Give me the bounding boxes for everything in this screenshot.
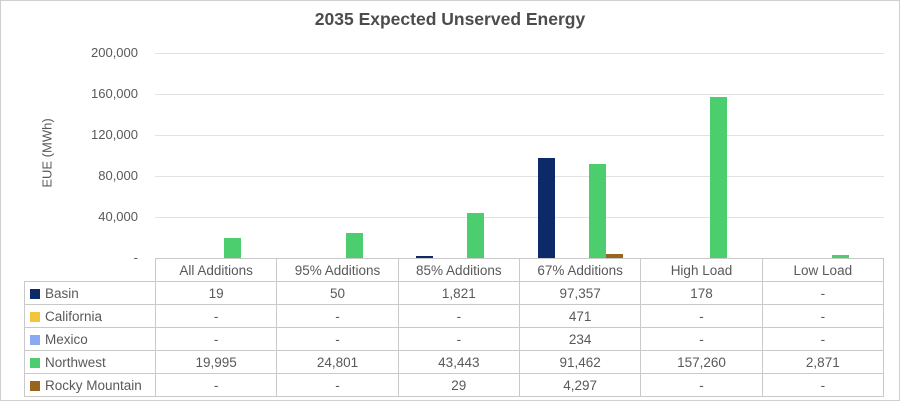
table-row: Northwest 19,995 24,801 43,443 91,462 157,260…: [24, 350, 885, 374]
y-tick-label: 40,000: [98, 209, 138, 224]
series-name: Mexico: [45, 331, 88, 347]
value-cell: -: [640, 304, 763, 328]
value-cell: 157,260: [640, 350, 763, 374]
y-tick-label: 160,000: [91, 86, 138, 101]
gridline: [155, 53, 884, 54]
value-cell: -: [276, 304, 399, 328]
legend-key-icon: [30, 380, 40, 391]
column-header: All Additions: [154, 258, 278, 282]
table-corner-cell: [25, 259, 156, 282]
bar-group-6: [781, 53, 866, 258]
value-cell: -: [276, 373, 399, 397]
value-cell: -: [761, 327, 885, 351]
value-cell: 1,821: [397, 281, 520, 305]
y-tick-label: 80,000: [98, 168, 138, 183]
value-cell: -: [640, 327, 763, 351]
series-label-cell: California: [24, 304, 156, 328]
gridline: [155, 94, 884, 95]
gridline: [155, 176, 884, 177]
data-table: All Additions 95% Additions 85% Additions 6…: [24, 258, 885, 397]
value-cell: 97,357: [518, 281, 642, 305]
bar-northwest: [588, 164, 606, 258]
y-tick-label: -: [133, 250, 138, 265]
series-name: Rocky Mountain: [45, 377, 142, 393]
bar-northwest: [224, 237, 242, 258]
bar-basin: [416, 256, 434, 258]
legend-key-icon: [30, 357, 40, 368]
value-cell: 2,871: [761, 350, 885, 374]
table-row: Mexico - - -234- -: [24, 327, 885, 351]
value-cell: -: [761, 373, 885, 397]
value-cell: 24,801: [276, 350, 399, 374]
bar-group-1: [173, 53, 258, 258]
series-name: Northwest: [45, 354, 106, 370]
legend-key-icon: [30, 334, 40, 345]
series-label-cell: Basin: [24, 281, 156, 305]
value-cell: -: [761, 281, 885, 305]
table-row: Basin 19 50 1,821 97,357 178-: [24, 281, 885, 305]
value-cell: 19: [154, 281, 278, 305]
value-cell: 43,443: [397, 350, 520, 374]
series-name: California: [45, 308, 103, 324]
bar-group-3: [416, 53, 501, 258]
value-cell: -: [276, 327, 399, 351]
value-cell: 234: [518, 327, 642, 351]
series-label-cell: Northwest: [24, 350, 156, 374]
bar-group-4: [537, 53, 623, 258]
value-cell: -: [154, 304, 278, 328]
value-cell: -: [397, 304, 520, 328]
table-row: Rocky Mountain - -29 4,297- -: [24, 373, 885, 397]
column-header: High Load: [640, 258, 763, 282]
value-cell: -: [154, 373, 278, 397]
value-cell: 91,462: [518, 350, 642, 374]
bar-group-5: [659, 53, 744, 258]
value-cell: 19,995: [154, 350, 278, 374]
value-cell: 4,297: [518, 373, 642, 397]
series-name: Basin: [45, 285, 79, 301]
series-label-cell: Mexico: [24, 327, 156, 351]
gridline: [155, 217, 884, 218]
column-header: 95% Additions: [276, 258, 399, 282]
column-header: 85% Additions: [397, 258, 520, 282]
bar-rocky-mountain: [605, 253, 623, 258]
table-row: California - - -471- -: [24, 304, 885, 328]
plot-area: [155, 53, 884, 258]
chart-title: 2035 Expected Unserved Energy: [314, 9, 586, 29]
bar-basin: [537, 158, 555, 258]
value-cell: -: [640, 373, 763, 397]
legend-key-icon: [30, 288, 40, 299]
value-cell: -: [761, 304, 885, 328]
legend-key-icon: [30, 311, 40, 322]
column-header: Low Load: [761, 258, 885, 282]
value-cell: 178: [640, 281, 763, 305]
bar-northwest: [710, 96, 728, 258]
table-header-row: All Additions 95% Additions 85% Additions 6…: [25, 258, 885, 282]
bar-northwest: [467, 213, 485, 258]
value-cell: -: [397, 327, 520, 351]
value-cell: 471: [518, 304, 642, 328]
bar-northwest: [831, 255, 849, 258]
bar-group-2: [295, 53, 380, 258]
value-cell: 50: [276, 281, 399, 305]
y-tick-label: 200,000: [91, 45, 138, 60]
value-cell: -: [154, 327, 278, 351]
series-label-cell: Rocky Mountain: [24, 373, 156, 397]
gridline: [155, 135, 884, 136]
value-cell: 29: [397, 373, 520, 397]
bar-northwest: [345, 232, 363, 258]
y-tick-label: 120,000: [91, 127, 138, 142]
column-header: 67% Additions: [518, 258, 642, 282]
